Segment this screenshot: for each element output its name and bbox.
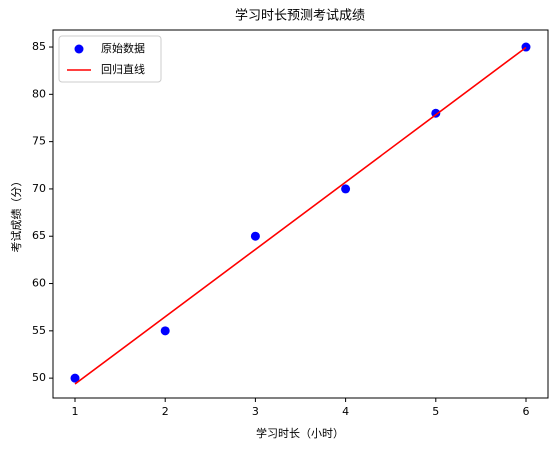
legend-label: 原始数据	[101, 41, 145, 55]
x-tick-label: 3	[252, 405, 259, 418]
regression-line	[74, 46, 527, 385]
y-tick-label: 70	[32, 182, 46, 195]
x-tick-label: 1	[72, 405, 79, 418]
data-point	[341, 184, 351, 194]
chart-title: 学习时长预测考试成绩	[235, 8, 365, 24]
y-tick-label: 55	[32, 324, 46, 337]
plot-frame	[52, 29, 549, 399]
y-tick-label: 60	[32, 277, 46, 290]
data-point	[160, 326, 170, 336]
x-tick-label: 2	[162, 405, 169, 418]
legend-label: 回归直线	[101, 62, 145, 76]
x-tick-label: 6	[522, 405, 529, 418]
legend-marker	[74, 44, 84, 54]
y-tick-label: 80	[32, 87, 46, 100]
data-point	[70, 373, 80, 383]
y-tick-label: 75	[32, 135, 46, 148]
y-tick-label: 65	[32, 229, 46, 242]
x-axis-label: 学习时长（小时）	[256, 426, 344, 440]
data-point	[250, 231, 260, 241]
x-tick-label: 4	[342, 405, 349, 418]
x-tick-label: 5	[432, 405, 439, 418]
y-axis-label: 考试成绩（分）	[10, 176, 23, 253]
y-tick-label: 85	[32, 40, 46, 53]
y-tick-label: 50	[32, 371, 46, 384]
